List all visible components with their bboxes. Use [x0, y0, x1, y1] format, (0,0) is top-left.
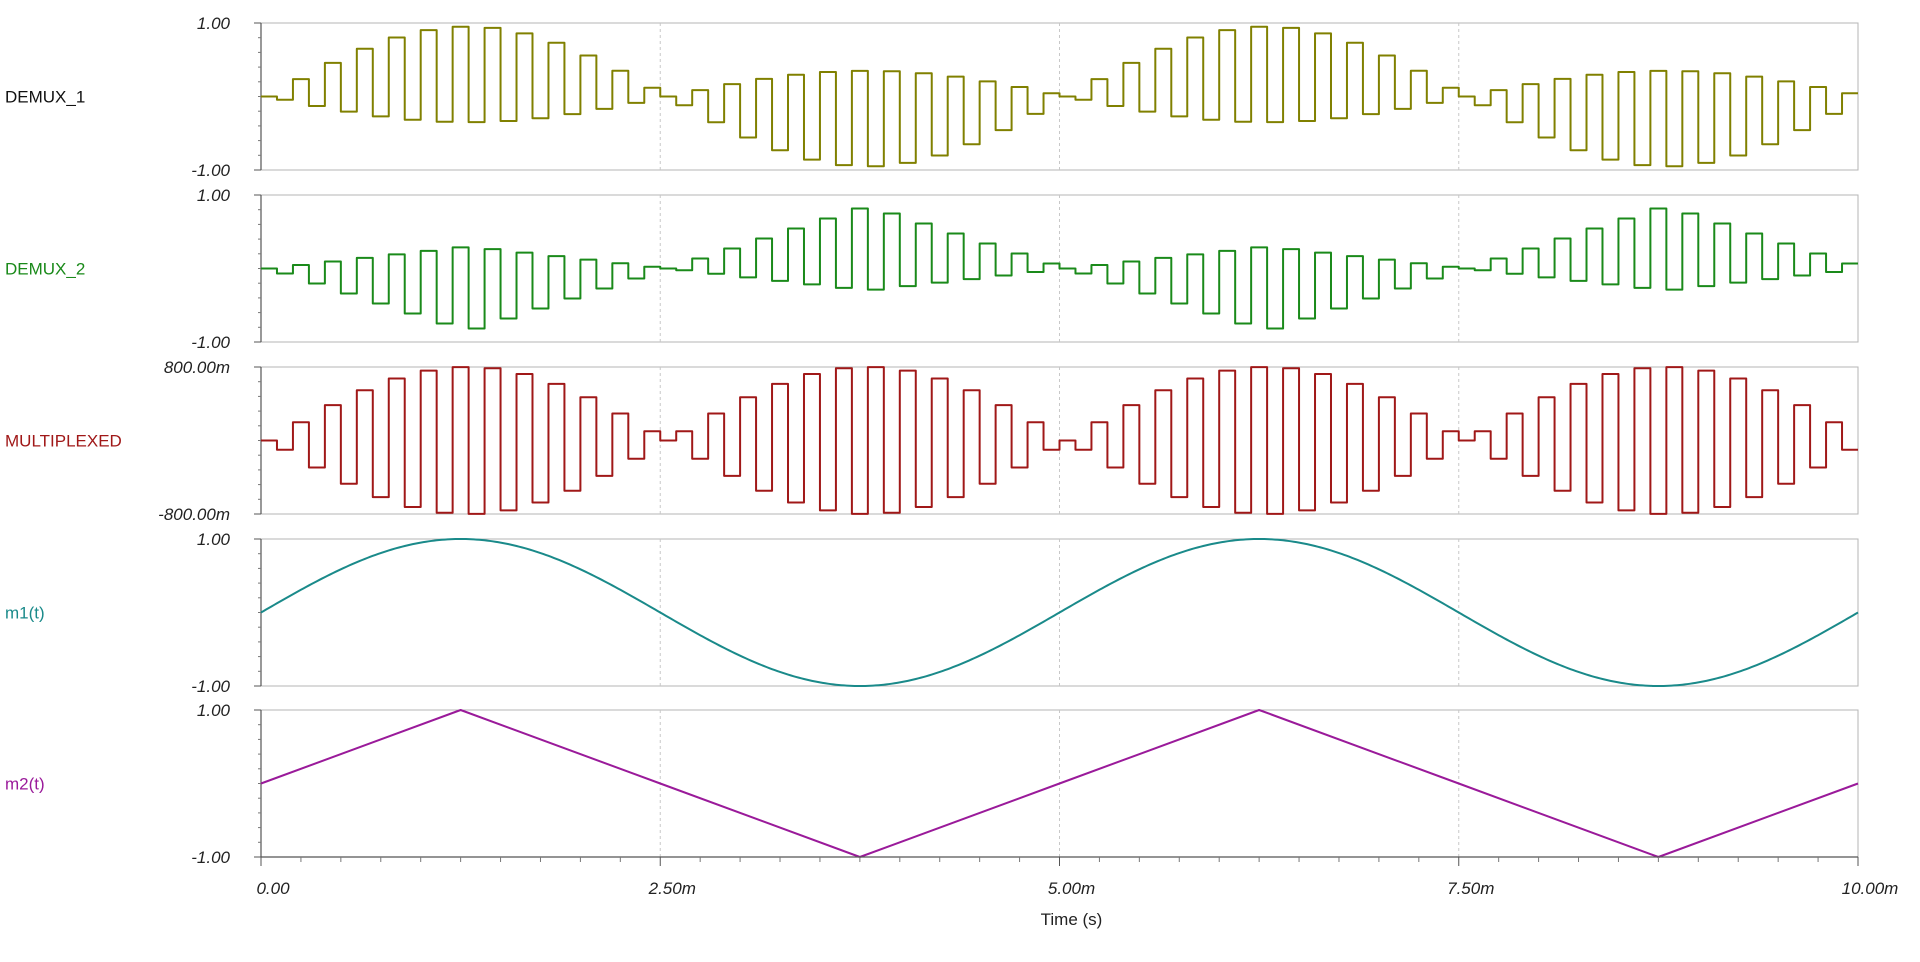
y-tick-label-top: 800.00m	[164, 358, 230, 377]
series-line-0	[261, 25, 1858, 168]
y-tick-label-bottom: -1.00	[191, 333, 230, 352]
y-tick-label-top: 1.00	[197, 14, 231, 33]
x-tick-label: 5.00m	[1048, 879, 1095, 898]
y-tick-label-bottom: -1.00	[191, 848, 230, 867]
y-tick-label-top: 1.00	[197, 701, 231, 720]
y-tick-label-bottom: -1.00	[191, 161, 230, 180]
channel-label-2: MULTIPLEXED	[5, 432, 122, 451]
x-tick-label: 10.00m	[1842, 879, 1899, 898]
y-tick-label-bottom: -800.00m	[158, 505, 230, 524]
x-axis-label: Time (s)	[1041, 910, 1103, 929]
series-line-3	[260, 538, 1859, 687]
channel-label-0: DEMUX_1	[5, 88, 85, 107]
series-line-2	[261, 366, 1858, 515]
y-tick-label-top: 1.00	[197, 530, 231, 549]
series-line-4	[260, 709, 1859, 858]
x-tick-label: 2.50m	[648, 879, 696, 898]
channel-label-3: m1(t)	[5, 604, 45, 623]
series-line-1	[261, 207, 1858, 330]
x-tick-label: 7.50m	[1447, 879, 1494, 898]
y-tick-label-bottom: -1.00	[191, 677, 230, 696]
y-tick-label-top: 1.00	[197, 186, 231, 205]
channel-label-1: DEMUX_2	[5, 260, 85, 279]
x-tick-label: 0.00	[256, 879, 290, 898]
channel-label-4: m2(t)	[5, 775, 45, 794]
